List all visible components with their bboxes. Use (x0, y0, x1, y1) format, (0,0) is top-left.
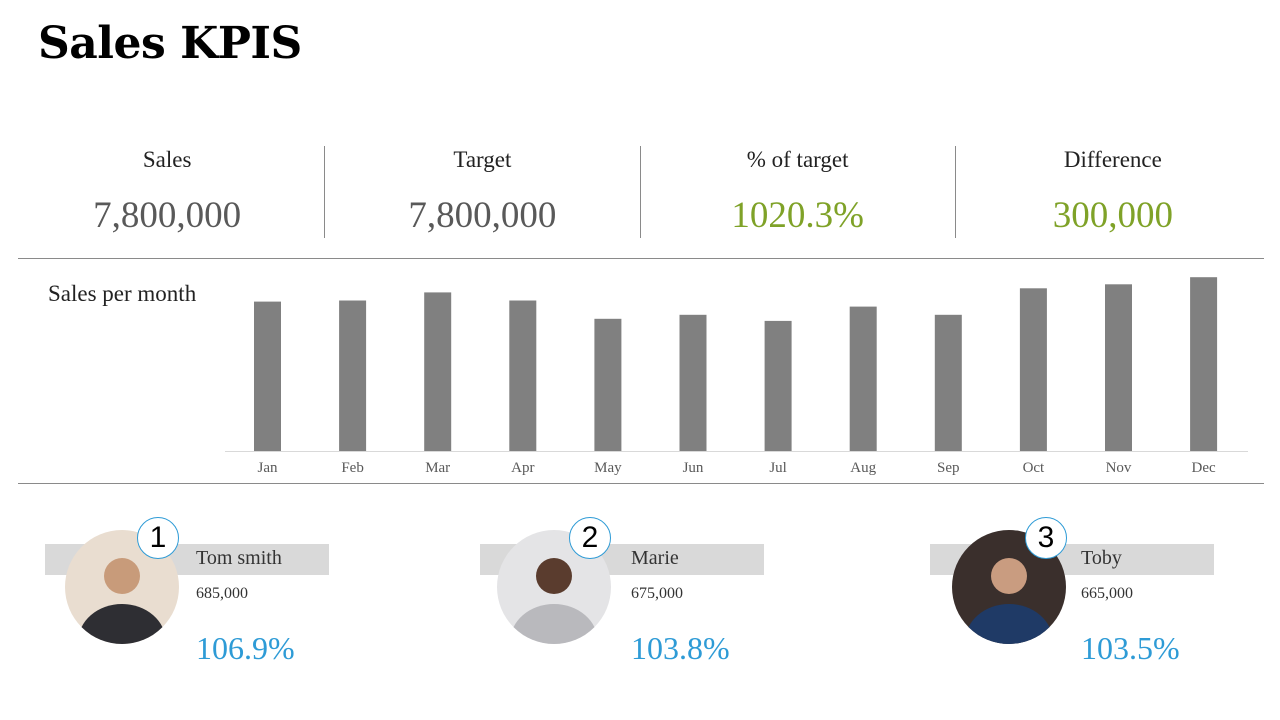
performer-percent: 103.5% (1081, 630, 1180, 666)
performer-name: Tom smith (196, 547, 282, 569)
kpi-difference: Difference 300,000 (956, 146, 1270, 238)
kpi-target-value: 7,800,000 (408, 195, 557, 236)
avatar-body (78, 604, 166, 644)
chart-label: Sales per month (48, 281, 197, 306)
bar-jan (254, 301, 281, 451)
x-tick-label-sep: Sep (937, 460, 960, 476)
kpi-percent-of-target-label: % of target (746, 147, 849, 172)
bar-dec (1190, 277, 1218, 451)
x-tick-label-nov: Nov (1106, 460, 1132, 476)
sales-bar-chart: Jan Feb Mar Apr May Jun Jul Aug Sep Oct Nov Dec (225, 277, 1248, 476)
rank-badge: 3 (1025, 517, 1067, 559)
performer-amount: 685,000 (196, 585, 248, 602)
avatar-head (104, 558, 140, 594)
x-tick-label-feb: Feb (341, 460, 364, 476)
performer-card: 2 Marie 675,000 103.8% (480, 512, 840, 692)
avatar-head (536, 558, 572, 594)
performer-percent: 103.8% (631, 630, 730, 666)
bars-layer (254, 277, 1218, 451)
bar-feb (339, 300, 367, 451)
rank-badge: 1 (137, 517, 179, 559)
kpi-sales: Sales 7,800,000 (10, 146, 326, 238)
bar-jun (679, 314, 707, 451)
avatar-head (991, 558, 1027, 594)
kpi-difference-label: Difference (1063, 147, 1162, 172)
kpi-difference-value: 300,000 (1052, 195, 1173, 236)
kpi-target: Target 7,800,000 (325, 146, 641, 238)
bar-may (594, 318, 622, 451)
x-tick-label-mar: Mar (425, 460, 450, 476)
x-tick-label-jul: Jul (769, 460, 787, 476)
divider-top (18, 258, 1264, 259)
performer-amount: 675,000 (631, 585, 683, 602)
kpi-percent-of-target-value: 1020.3% (731, 195, 864, 236)
performer-card: 1 Tom smith 685,000 106.9% (45, 512, 405, 692)
x-tick-label-dec: Dec (1192, 460, 1216, 476)
performer-card: 3 Toby 665,000 103.5% (930, 512, 1280, 692)
kpi-sales-value: 7,800,000 (93, 195, 242, 236)
kpi-sales-label: Sales (142, 147, 192, 172)
bar-sep (934, 314, 962, 451)
x-tick-label-jan: Jan (258, 460, 278, 476)
performer-name: Toby (1081, 547, 1122, 569)
performer-name: Marie (631, 547, 679, 569)
avatar-body (510, 604, 598, 644)
rank-badge: 2 (569, 517, 611, 559)
x-tick-label-oct: Oct (1023, 460, 1045, 476)
performer-amount: 665,000 (1081, 585, 1133, 602)
avatar-body (965, 604, 1053, 644)
x-tick-label-apr: Apr (511, 460, 534, 476)
x-tick-label-aug: Aug (850, 460, 876, 476)
kpi-row: Sales 7,800,000 Target 7,800,000 % of ta… (10, 146, 1270, 238)
x-tick-label-jun: Jun (683, 460, 704, 476)
kpi-target-label: Target (453, 147, 512, 172)
bar-nov (1105, 284, 1132, 451)
bar-jul (764, 320, 792, 451)
bar-aug (849, 306, 877, 451)
page-title: Sales KPIS (38, 18, 302, 69)
bar-mar (424, 292, 452, 451)
kpi-percent-of-target: % of target 1020.3% (641, 146, 956, 238)
x-tick-label-may: May (594, 460, 622, 476)
performer-percent: 106.9% (196, 630, 295, 666)
x-tick-labels: Jan Feb Mar Apr May Jun Jul Aug Sep Oct Nov Dec (258, 460, 1217, 476)
bar-oct (1019, 288, 1047, 451)
bar-apr (509, 300, 537, 451)
divider-bottom (18, 483, 1264, 484)
